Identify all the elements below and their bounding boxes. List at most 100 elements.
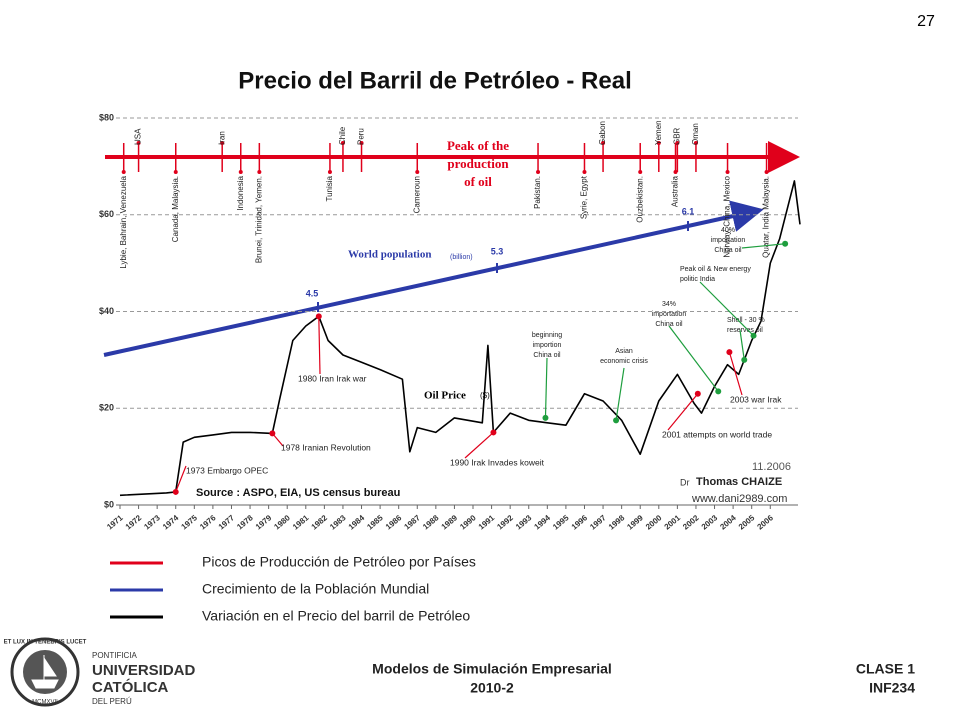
event-dot [694,390,701,397]
author: Thomas CHAIZE [696,476,782,488]
peak-dot [656,141,661,145]
production-label: of oil [464,174,492,189]
event-dot [726,349,733,356]
event-dot [741,356,748,363]
page-number: 27 [917,13,935,30]
peak-label: Lybie, Bahrain, Venezuela [119,175,128,268]
event-label: importion [533,342,562,349]
peak-dot [536,170,541,174]
footer-code: INF234 [869,680,915,696]
population-label: 5.3 [491,246,504,256]
event-label: 1990 Irak Invades koweit [450,457,545,467]
peak-dot [121,170,126,174]
event-label: China oil [533,352,561,359]
logo-year: MCMXVII [32,700,58,706]
event-leader [728,351,743,396]
peak-dot [673,170,678,174]
peak-label: Peru [357,128,366,145]
oil-price-line [119,180,801,497]
event-dot [172,488,179,495]
peak-label: Syrie, Egypt [580,175,589,219]
title: Precio del Barril de Petróleo - Real [238,67,631,94]
peak-label: Chile [338,126,347,145]
logo-line: UNIVERSIDAD [92,662,196,679]
legend-label: Crecimiento de la Población Mundial [202,581,429,597]
peak-label: Brunei, Trinidad, Yemen. [254,176,263,263]
event-label: Shell - 30 % [727,317,765,324]
peak-label: Pakistan. [533,176,542,209]
event-dot [715,388,722,395]
y-tick-label: $40 [99,306,114,316]
event-label: 1973 Embargo OPEC [186,465,268,475]
peak-dot [327,170,332,174]
peak-dot [764,170,769,174]
peak-dot [359,141,364,145]
logo: ET LUX IN TENEBRIS LUCET MCMXVII PONTIFICI… [4,637,196,707]
peak-label: Norway, China, Mexico [723,175,732,257]
y-tick-label: $60 [99,209,114,219]
peak-dot [340,141,345,145]
peak-label: Australia [671,175,680,207]
event-label: China oil [655,321,683,328]
population-title: World population [348,249,431,261]
peak-dot [238,170,243,174]
series-unit: ($) [480,391,490,400]
peak-dot [638,170,643,174]
population-unit: (billion) [450,254,473,261]
production-label: Peak of the [447,138,509,153]
series-name: Oil Price [424,390,466,402]
peak-label: Gabon [598,121,607,145]
event-label: economic crisis [600,358,648,365]
event-label: China oil [714,247,742,254]
website: www.dani2989.com [691,493,787,505]
peak-dot [220,141,225,145]
footer-term: 2010-2 [470,680,514,696]
y-tick-label: $80 [99,112,114,122]
event-leader [615,367,625,421]
date: 11.2006 [752,461,791,473]
author-prefix: Dr [680,477,690,487]
event-label: beginning [532,332,562,339]
peak-label: Yemen [654,120,663,145]
population-arrow [103,200,764,357]
legend-label: Variación en el Precio del barril de Pet… [202,608,470,624]
logo-motto: ET LUX IN TENEBRIS LUCET [4,640,87,646]
peak-dot [693,141,698,145]
event-label: 34% [662,301,676,308]
peak-label: Quatar, India Malaysia. [762,176,771,258]
event-leader [544,357,548,418]
event-label: 1980 Iran Irak war [298,373,367,383]
peak-dot [601,141,606,145]
population-label: 4.5 [306,288,319,298]
event-leader [464,431,494,459]
peak-label: GBR [672,127,681,145]
event-leader [318,316,321,375]
population-label: 6.1 [682,206,695,216]
event-label: 2003 war Irak [730,394,782,404]
event-label: importation [711,237,746,244]
event-dot [315,313,322,320]
peak-dot [257,170,262,174]
peak-label: Ouzbekistan. [635,176,644,223]
peak-label: USA [134,128,143,145]
peak-dot [415,170,420,174]
event-label: Peak oil & New energy [680,266,751,273]
event-leader [667,393,699,431]
event-dot [750,332,757,339]
event-label: importation [652,311,687,318]
chart-area [96,100,802,542]
legend-label: Picos de Producción de Petróleo por País… [202,554,476,570]
peak-dot [173,170,178,174]
y-tick-label: $0 [104,499,114,509]
footer-course: Modelos de Simulación Empresarial [372,661,612,677]
source: Source : ASPO, EIA, US census bureau [196,487,400,499]
logo-line: CATÓLICA [92,678,169,696]
event-label: 2001 attempts on world trade [662,429,772,439]
peak-label: Oman [691,123,700,145]
event-dot [613,417,620,424]
y-tick-label: $20 [99,403,114,413]
event-leader [175,465,187,493]
event-dot [269,430,276,437]
production-label: production [447,156,509,171]
